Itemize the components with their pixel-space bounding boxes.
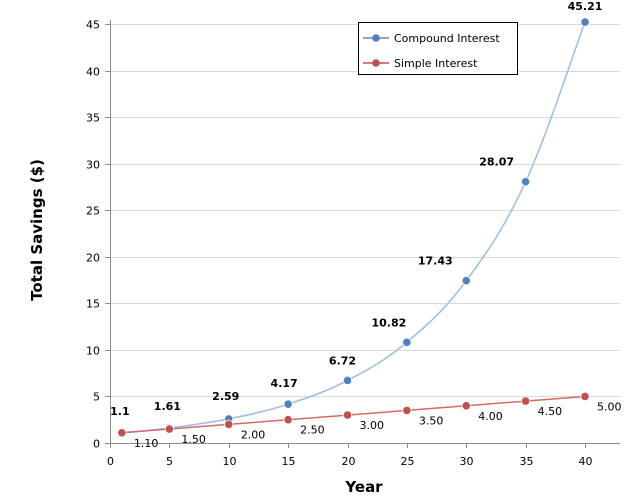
y-tick-label: 0 (93, 438, 100, 451)
compound-interest-data-label: 1.61 (154, 400, 181, 413)
x-tick-label: 40 (579, 455, 593, 468)
compound-interest-data-label: 17.43 (418, 255, 453, 268)
y-tick-label: 5 (93, 391, 100, 404)
compound-interest-data-label: 28.07 (479, 156, 514, 169)
y-tick-label: 15 (86, 298, 100, 311)
simple-interest-point (117, 428, 127, 438)
simple-interest-data-label: 2.00 (241, 428, 266, 441)
simple-interest-point (283, 415, 293, 425)
simple-interest-legend-label: Simple Interest (394, 57, 478, 70)
y-tick-label: 25 (86, 205, 100, 218)
y-tick-label: 20 (86, 252, 100, 265)
simple-interest-point (224, 419, 234, 429)
x-axis-title: Year (344, 478, 383, 496)
simple-interest-data-label: 5.00 (597, 400, 622, 413)
compound-interest-point (521, 177, 531, 187)
compound-interest-data-label: 2.59 (212, 390, 239, 403)
simple-interest-legend-marker (372, 59, 380, 67)
compound-interest-point (402, 337, 412, 347)
x-tick-label: 10 (223, 455, 237, 468)
compound-interest-data-label: 6.72 (329, 354, 356, 367)
simple-interest-point (402, 405, 412, 416)
y-axis-title: Total Savings ($) (28, 159, 46, 301)
x-tick-label: 5 (166, 455, 173, 468)
y-tick-label: 45 (86, 19, 100, 32)
data-series (117, 17, 590, 438)
simple-interest-point (580, 391, 590, 402)
compound-interest-data-label: 4.17 (271, 377, 298, 390)
compound-interest-point (342, 375, 353, 386)
simple-interest-data-label: 1.50 (181, 433, 206, 446)
y-tick-label: 30 (86, 159, 100, 172)
compound-interest-point (283, 399, 293, 409)
compound-interest-data-label: 10.82 (371, 316, 406, 329)
x-tick-label: 25 (401, 455, 415, 468)
x-tick-label: 30 (460, 455, 474, 468)
simple-interest-point (461, 401, 471, 411)
x-tick-label: 20 (342, 455, 356, 468)
x-tick-label: 35 (520, 455, 534, 468)
grid-lines (110, 24, 620, 397)
simple-interest-point (521, 396, 531, 406)
x-tick-label: 0 (107, 455, 114, 468)
x-tick-label: 15 (282, 455, 296, 468)
simple-interest-data-label: 4.50 (538, 405, 563, 418)
simple-interest-data-label: 1.10 (134, 437, 159, 450)
legend: Compound Interest Simple Interest (358, 22, 518, 75)
simple-interest-data-label: 4.00 (478, 410, 503, 423)
axes (105, 20, 620, 448)
simple-interest-data-label: 3.00 (360, 419, 385, 432)
simple-interest-data-label: 3.50 (419, 414, 444, 427)
compound-interest-point (580, 17, 590, 27)
legend-box (358, 22, 518, 75)
compound-interest-line (121, 21, 586, 434)
data-labels: 1.1 1.61 2.59 4.17 6.72 10.82 17.43 28.07 45.21 1… (110, 0, 621, 450)
compound-interest-legend-label: Compound Interest (394, 32, 500, 45)
compound-interest-legend-marker (372, 34, 380, 42)
compound-interest-data-label: 45.21 (568, 0, 603, 13)
tick-labels: 0 5 10 15 20 25 30 35 40 45 0 5 10 15 20 25 30 35 40 (86, 19, 593, 469)
simple-interest-point (342, 410, 353, 420)
compound-interest-data-label: 1.1 (110, 405, 130, 418)
simple-interest-data-label: 2.50 (300, 424, 325, 437)
compound-interest-point (461, 276, 471, 286)
y-tick-label: 35 (86, 112, 100, 125)
simple-interest-point (164, 424, 174, 434)
y-tick-label: 10 (86, 345, 100, 358)
simple-interest-line (121, 395, 586, 434)
y-tick-label: 40 (86, 66, 100, 79)
